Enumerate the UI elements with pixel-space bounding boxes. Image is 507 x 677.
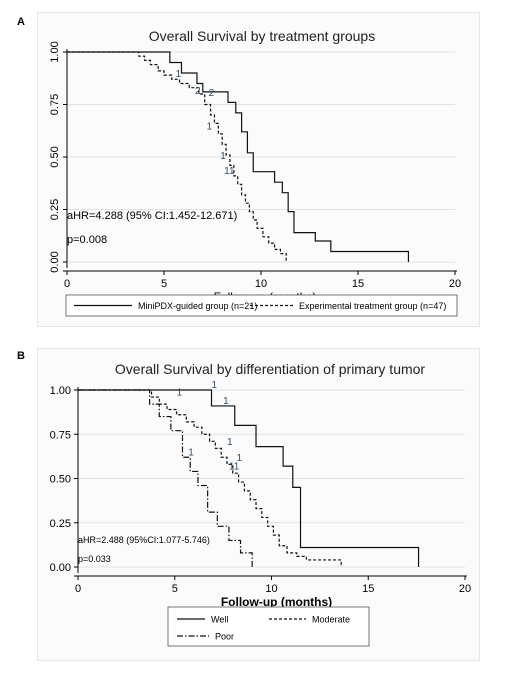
y-tick-label: 0.50	[50, 474, 71, 486]
panel-b: B Overall Survival by differentiation of…	[17, 348, 480, 661]
survival-chart-b: Overall Survival by differentiation of p…	[50, 361, 471, 647]
chart-title: Overall Survival by treatment groups	[149, 28, 375, 44]
censor-label: 1	[176, 69, 182, 80]
censor-label: 11	[224, 166, 235, 177]
censor-label: 1	[188, 447, 194, 458]
censor-label: 2	[195, 86, 201, 97]
censor-label: 1	[237, 453, 243, 464]
y-tick-label: 1.00	[50, 385, 71, 397]
x-tick-label: 20	[449, 278, 461, 290]
panel-letter: B	[17, 350, 25, 362]
x-tick-label: 0	[75, 583, 81, 595]
annotation-text: aHR=2.488 (95%CI:1.077-5.746)	[78, 535, 210, 545]
y-tick-label: 0.25	[50, 518, 71, 530]
y-tick-label: 0.00	[49, 251, 61, 272]
x-tick-label: 20	[459, 583, 471, 595]
legend-label: Experimental treatment group (n=47)	[299, 301, 446, 311]
x-tick-label: 0	[64, 278, 70, 290]
censor-label: 11	[229, 462, 240, 473]
censor-label: 1	[212, 380, 218, 391]
series-line-1	[67, 51, 287, 262]
censor-label: 2	[209, 88, 215, 99]
chart-title: Overall Survival by differentiation of p…	[115, 361, 426, 377]
panel-a: A Overall Survival by treatment groups 0.…	[17, 12, 480, 327]
series-line-2	[78, 389, 253, 567]
y-tick-label: 1.00	[49, 41, 61, 62]
survival-chart-a: Overall Survival by treatment groups 0.00…	[49, 28, 461, 317]
x-tick-label: 5	[172, 583, 178, 595]
legend-box	[167, 606, 370, 647]
x-tick-label: 15	[362, 583, 374, 595]
censor-label: 1	[207, 122, 213, 133]
y-tick-label: 0.25	[49, 199, 61, 220]
legend-label: Moderate	[312, 615, 350, 625]
series-line-1	[78, 389, 342, 567]
censor-label: 1	[220, 151, 226, 162]
legend-label: MiniPDX-guided group (n=21)	[138, 301, 257, 311]
x-tick-label: 10	[265, 583, 277, 595]
series-line-0	[67, 51, 410, 262]
y-tick-label: 0.50	[49, 146, 61, 167]
series-line-0	[78, 389, 420, 567]
censor-label: 1	[177, 387, 183, 398]
censor-label: 1	[227, 437, 233, 448]
legend-label: Well	[211, 615, 228, 625]
x-tick-label: 5	[161, 278, 167, 290]
y-tick-label: 0.75	[50, 429, 71, 441]
x-tick-label: 10	[255, 278, 267, 290]
panel-letter: A	[17, 16, 25, 28]
annotation-text: p=0.033	[78, 554, 111, 564]
x-tick-label: 15	[352, 278, 364, 290]
y-tick-label: 0.75	[49, 94, 61, 115]
annotation-text: aHR=4.288 (95% CI:1.452-12.671)	[67, 210, 237, 222]
y-tick-label: 0.00	[50, 562, 71, 574]
annotation-text: p=0.008	[67, 234, 107, 246]
x-axis-label: Follow-up (months)	[221, 595, 332, 609]
legend-label: Poor	[215, 632, 234, 642]
censor-label: 1	[223, 396, 229, 407]
